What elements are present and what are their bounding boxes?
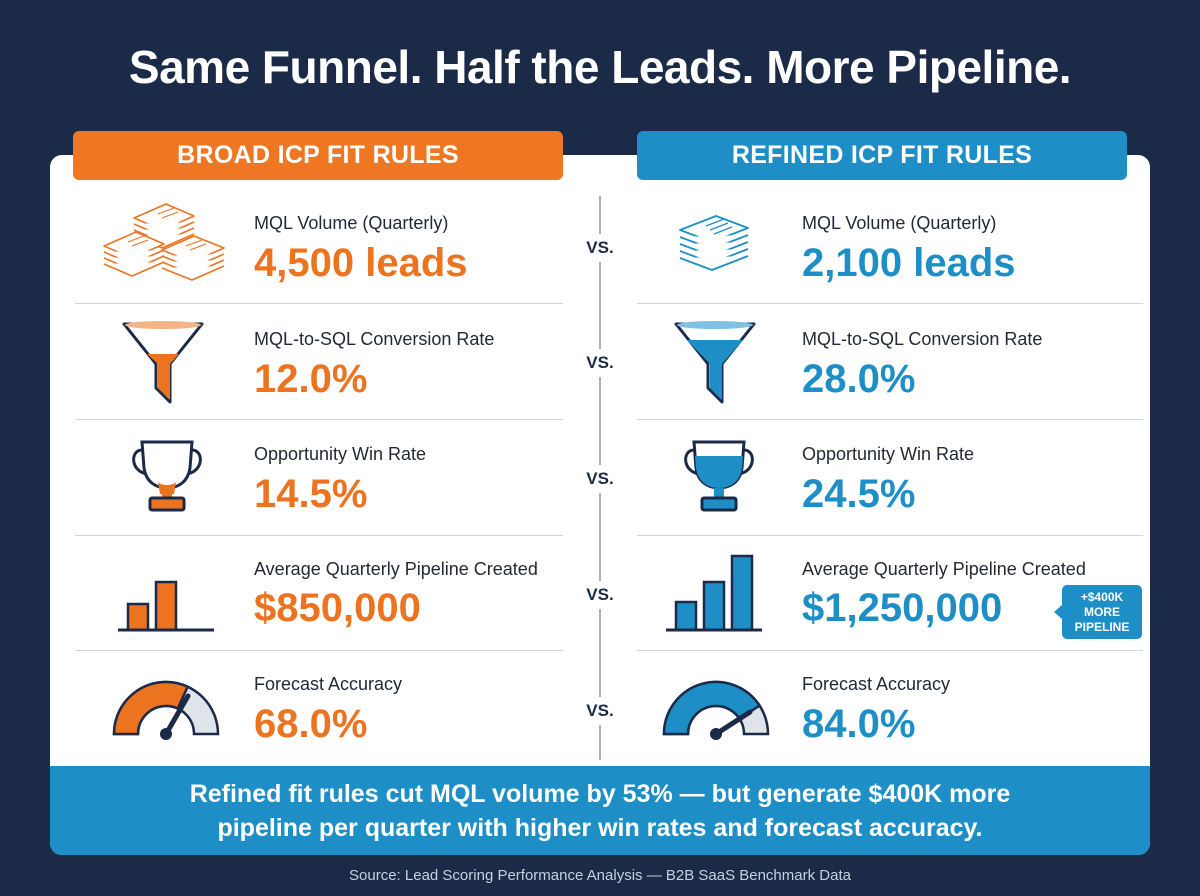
summary-line: pipeline per quarter with higher win rat… [217,813,983,842]
page-title: Same Funnel. Half the Leads. More Pipeli… [128,41,1072,93]
vs-label: VS. [578,349,622,377]
metric-label: Forecast Accuracy [802,674,951,694]
row-divider [75,535,563,536]
broad-forecast-value: 68.0% [254,702,368,746]
summary-line: Refined fit rules cut MQL volume by 53% … [189,779,1011,808]
broad-win-rate-value: 14.5% [254,472,368,516]
gauge-icon [112,680,220,740]
row-divider [75,650,563,651]
row-divider [637,303,1143,304]
row-divider [75,419,563,420]
refined-conversion-value: 28.0% [802,357,916,401]
source-note: Source: Lead Scoring Performance Analysi… [349,867,851,884]
vs-label: VS. [578,581,622,609]
metric-label: Average Quarterly Pipeline Created [802,559,1086,579]
metric-label: Forecast Accuracy [254,674,403,694]
row-divider [637,650,1143,651]
row-divider [75,303,563,304]
document-stack-icon [679,215,749,271]
broad-pipeline-value: $850,000 [254,586,421,630]
trophy-icon [684,440,754,512]
funnel-icon [674,321,756,404]
metric-label: Opportunity Win Rate [254,444,427,464]
badge-line: MORE [1084,604,1120,619]
metric-label: MQL-to-SQL Conversion Rate [802,329,1043,349]
broad-mql-volume-value: 4,500 leads [254,241,468,285]
refined-forecast-value: 84.0% [802,702,916,746]
badge-line: PIPELINE [1074,619,1130,634]
bar-chart-icon [666,554,762,632]
broad-conversion-value: 12.0% [254,357,368,401]
broad-column-header: BROAD ICP FIT RULES [73,131,563,180]
refined-pipeline-value: $1,250,000 [802,586,1003,630]
document-stack-icon [103,203,225,281]
metric-label: MQL-to-SQL Conversion Rate [254,329,495,349]
vs-label: VS. [578,465,622,493]
row-divider [637,535,1143,536]
summary-banner: Refined fit rules cut MQL volume by 53% … [50,766,1150,855]
vs-label: VS. [578,697,622,725]
more-pipeline-badge: +$400K MORE PIPELINE [1054,585,1142,639]
bar-chart-icon [118,580,214,632]
refined-mql-volume-value: 2,100 leads [802,241,1016,285]
metric-label: Average Quarterly Pipeline Created [254,559,538,579]
refined-column-header: REFINED ICP FIT RULES [637,131,1127,180]
metric-label: MQL Volume (Quarterly) [254,213,449,233]
metric-label: Opportunity Win Rate [802,444,975,464]
refined-win-rate-value: 24.5% [802,472,916,516]
vs-label: VS. [578,234,622,262]
gauge-icon [662,680,770,740]
trophy-icon [132,440,202,512]
row-divider [637,419,1143,420]
funnel-icon [122,321,204,404]
metric-label: MQL Volume (Quarterly) [802,213,997,233]
badge-line: +$400K [1080,589,1124,604]
